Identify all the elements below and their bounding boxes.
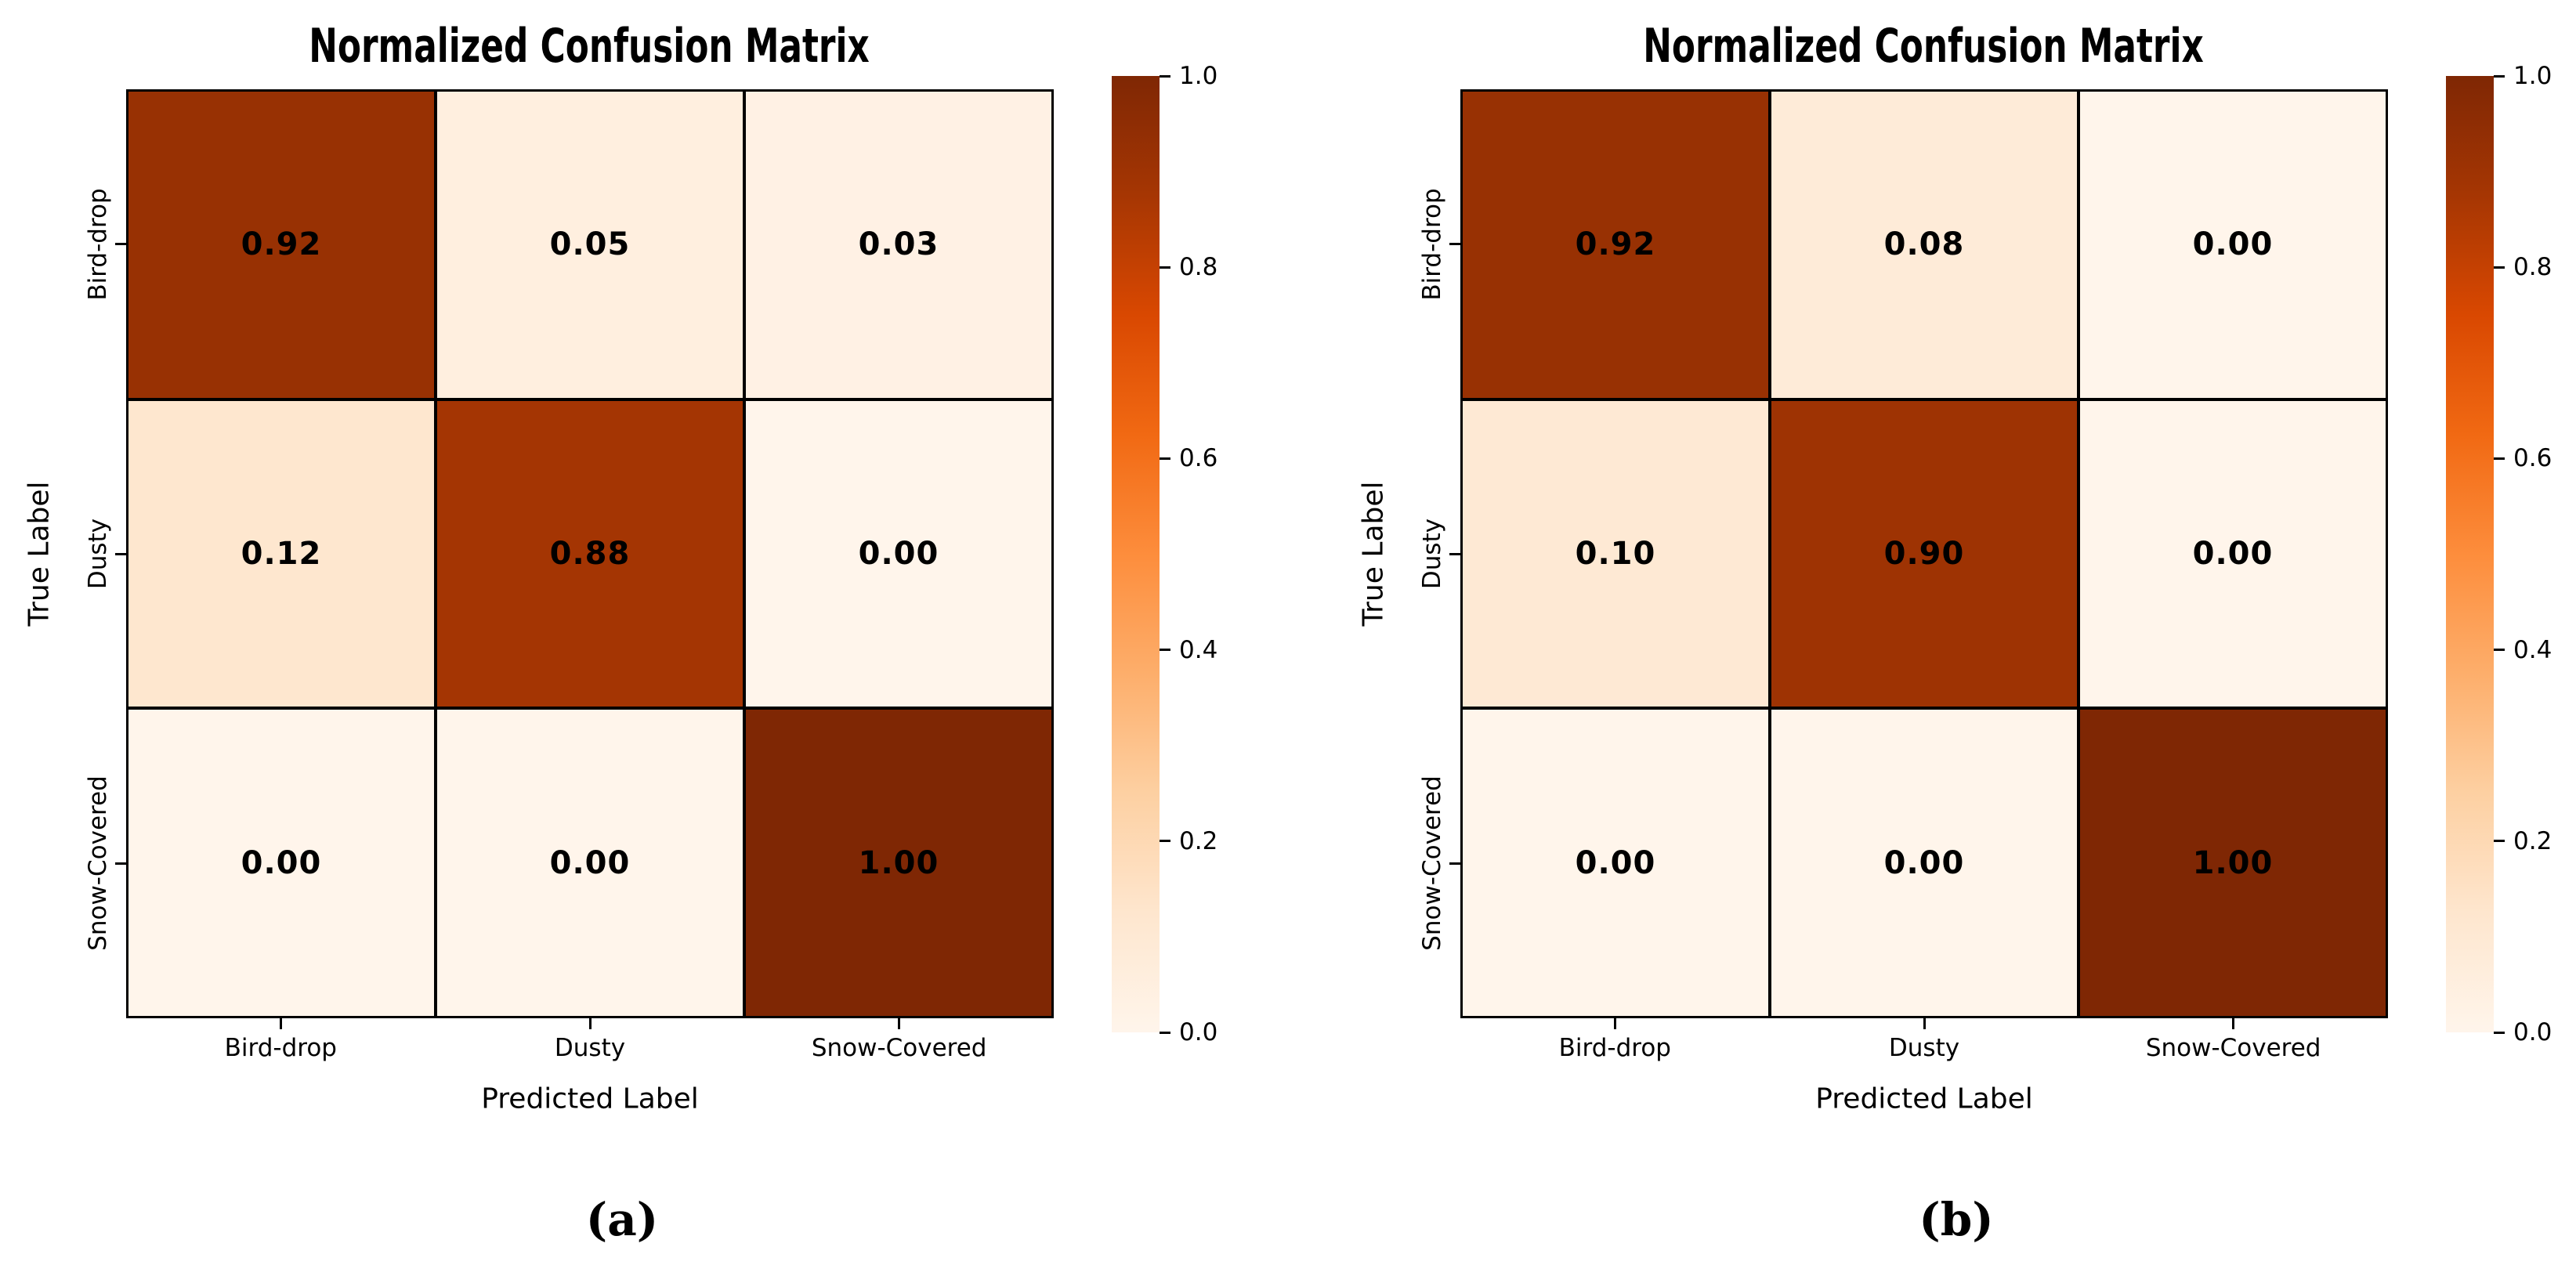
heatmap-grid: 0.92 0.05 0.03 0.12 0.88 0.00 0.00 0.00 1.00 [126,89,1054,1018]
colorbar-tick-label: 0.8 [1179,253,1218,282]
y-tick-label: Snow-Covered [84,775,112,952]
colorbar-tick-label: 0.8 [2513,253,2552,282]
matrix-cell: 0.00 [437,710,743,1016]
matrix-cell: 0.92 [128,92,434,398]
y-tick-mark [115,862,126,865]
cell-value: 0.08 [1883,226,1965,263]
cell-value: 1.00 [2192,844,2274,881]
matrix-cell: 0.03 [746,92,1051,398]
y-tick-mark [1449,862,1460,865]
matrix-cell: 0.92 [1463,92,1768,398]
y-tick-label: Snow-Covered [1418,775,1446,952]
x-axis-label: Predicted Label [1815,1082,2033,1115]
colorbar-tick-mark [1160,840,1170,843]
x-tick-mark [1923,1018,1926,1029]
y-axis-label: True Label [23,481,56,627]
cell-value: 0.00 [2192,535,2274,572]
cell-value: 0.90 [1883,535,1965,572]
colorbar [1112,76,1160,1032]
y-tick-label: Bird-drop [1418,187,1446,301]
cell-value: 0.00 [1883,844,1965,881]
matrix-cell: 0.00 [2080,400,2386,707]
x-tick-mark [2232,1018,2235,1029]
matrix-cell: 0.12 [128,400,434,707]
cell-value: 0.88 [549,535,631,572]
matrix-cell: 0.00 [1771,710,2077,1016]
cell-value: 0.12 [241,535,322,572]
matrix-cell: 0.08 [1771,92,2077,398]
colorbar-tick-mark [2494,1031,2505,1034]
colorbar-tick-label: 0.0 [1179,1018,1218,1046]
cell-value: 0.92 [1575,226,1656,263]
colorbar-tick-label: 1.0 [2513,62,2552,90]
y-tick-mark [115,552,126,555]
colorbar-tick-mark [1160,1031,1170,1034]
y-tick-mark [1449,552,1460,555]
y-tick-label: Bird-drop [84,187,112,301]
x-tick-label: Snow-Covered [2145,1034,2321,1062]
colorbar-tick-mark [1160,457,1170,460]
colorbar-tick-mark [1160,649,1170,652]
cell-value: 0.00 [858,535,939,572]
matrix-cell: 0.90 [1771,400,2077,707]
cell-value: 0.00 [241,844,322,881]
matrix-cell: 1.00 [746,710,1051,1016]
colorbar-tick-mark [1160,266,1170,269]
y-tick-label: Dusty [1418,518,1446,590]
cell-value: 1.00 [858,844,939,881]
matrix-cell: 0.00 [1463,710,1768,1016]
matrix-cell: 0.00 [2080,92,2386,398]
colorbar-tick-mark [2494,457,2505,460]
confusion-matrix-panel-b: Normalized Confusion Matrix True Label 0… [1334,0,2576,1265]
colorbar-tick-label: 0.2 [2513,826,2552,855]
subfigure-label: (b) [1919,1193,1994,1246]
y-tick-mark [1449,243,1460,246]
matrix-cell: 0.00 [746,400,1051,707]
y-tick-label: Dusty [84,518,112,590]
confusion-matrix-panel-a: Normalized Confusion Matrix True Label 0… [0,0,1242,1265]
colorbar-tick-label: 1.0 [1179,62,1218,90]
y-axis-label: True Label [1357,481,1390,627]
x-tick-mark [279,1018,282,1029]
x-tick-mark [898,1018,901,1029]
heatmap-grid: 0.92 0.08 0.00 0.10 0.90 0.00 0.00 0.00 1.00 [1460,89,2388,1018]
matrix-cell: 1.00 [2080,710,2386,1016]
matrix-cell: 0.00 [128,710,434,1016]
subfigure-label: (a) [585,1193,659,1246]
colorbar-tick-mark [2494,266,2505,269]
cell-value: 0.10 [1575,535,1656,572]
x-tick-label: Snow-Covered [811,1034,987,1062]
x-tick-mark [588,1018,592,1029]
colorbar-tick-mark [1160,74,1170,78]
matrix-cell: 0.88 [437,400,743,707]
cell-value: 0.00 [549,844,631,881]
x-tick-label: Dusty [554,1034,626,1062]
colorbar-tick-mark [2494,649,2505,652]
colorbar-tick-label: 0.6 [1179,444,1218,473]
colorbar-tick-label: 0.0 [2513,1018,2552,1046]
cell-value: 0.00 [1575,844,1656,881]
chart-title: Normalized Confusion Matrix [309,19,870,74]
x-tick-label: Dusty [1888,1034,1960,1062]
x-tick-label: Bird-drop [1558,1034,1671,1062]
colorbar-tick-label: 0.4 [2513,635,2552,664]
matrix-cell: 0.05 [437,92,743,398]
chart-title: Normalized Confusion Matrix [1643,19,2204,74]
colorbar-tick-mark [2494,840,2505,843]
y-tick-mark [115,243,126,246]
cell-value: 0.03 [858,226,939,263]
colorbar-tick-label: 0.2 [1179,826,1218,855]
colorbar-tick-label: 0.4 [1179,635,1218,664]
cell-value: 0.00 [2192,226,2274,263]
x-tick-label: Bird-drop [224,1034,337,1062]
colorbar [2446,76,2494,1032]
x-axis-label: Predicted Label [481,1082,699,1115]
cell-value: 0.92 [241,226,322,263]
colorbar-tick-mark [2494,74,2505,78]
cell-value: 0.05 [549,226,631,263]
colorbar-tick-label: 0.6 [2513,444,2552,473]
x-tick-mark [1613,1018,1616,1029]
matrix-cell: 0.10 [1463,400,1768,707]
